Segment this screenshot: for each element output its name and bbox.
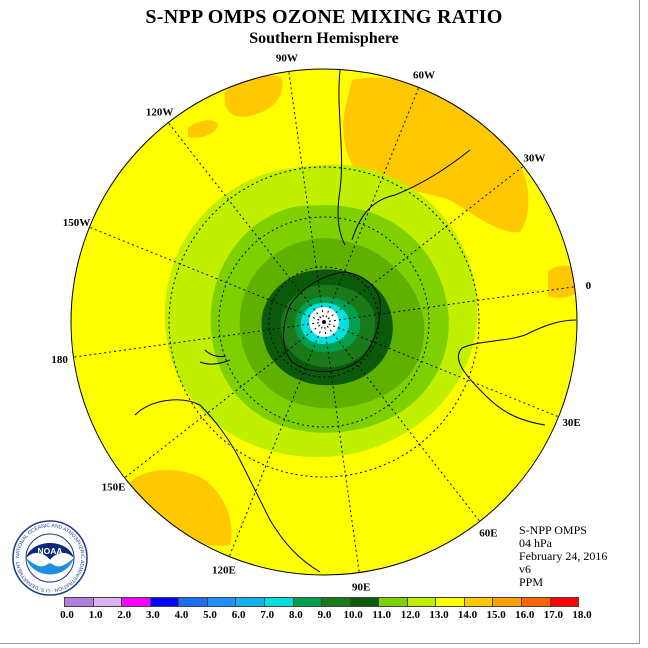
colorbar-label: 6.0 (231, 609, 246, 621)
colorbar-label: 0.0 (60, 609, 74, 621)
colorbar-label: 2.0 (117, 609, 132, 621)
meridian-line (73, 321, 325, 358)
colorbar-label: 16.0 (515, 609, 535, 621)
noaa-logo-text: NOAA (37, 546, 62, 556)
colorbar-label: 18.0 (572, 609, 592, 621)
product-info: S-NPP OMPS 04 hPa February 24, 2016 v6 P… (519, 524, 607, 589)
info-units: PPM (519, 575, 544, 589)
meridian-line (89, 226, 325, 323)
longitude-label: 30E (562, 417, 580, 429)
longitude-label: 120W (146, 107, 174, 119)
colorbar-swatch (321, 597, 350, 607)
longitude-label: 180 (51, 354, 68, 366)
ozone-band-14-15-pacific-small (188, 120, 218, 138)
meridian-line (323, 165, 524, 323)
colorbar-swatch (292, 597, 322, 607)
colorbar-swatch (349, 597, 379, 607)
map-title: S-NPP OMPS OZONE MIXING RATIO (145, 6, 503, 28)
longitude-label: 150E (102, 481, 126, 493)
meridian-line (228, 321, 325, 557)
colorbar-label: 8.0 (289, 609, 303, 621)
colorbar-labels: 0.0 1.0 2.0 3.0 4.0 5.0 6.0 7.0 8.0 9.0 10.0 11.0 12… (0, 609, 648, 623)
ozone-band-14-15-pacific (224, 75, 283, 117)
colorbar-swatch (435, 597, 464, 607)
coast-australia (134, 399, 321, 573)
coast-antarctica (283, 271, 381, 372)
map-subtitle: Southern Hemisphere (249, 30, 399, 47)
ozone-band-14-15-atlantic (548, 265, 577, 298)
info-version: v6 (519, 562, 531, 576)
meridian-line (323, 321, 559, 418)
colorbar-label: 13.0 (429, 609, 449, 621)
longitude-label: 90E (352, 581, 370, 593)
info-date: February 24, 2016 (519, 549, 608, 563)
colorbar-label: 1.0 (88, 609, 103, 621)
colorbar-swatch (263, 597, 293, 607)
colorbar-swatch (406, 597, 436, 607)
longitude-label: 30W (523, 153, 545, 165)
meridian-line (288, 71, 325, 323)
colorbar-swatch (521, 597, 550, 607)
noaa-logo: NATIONAL OCEANIC AND ATMOSPHERIC ADMINIS… (12, 520, 88, 596)
colorbar-label: 17.0 (543, 609, 563, 621)
longitude-label: 120E (212, 565, 236, 577)
colorbar-label: 5.0 (203, 609, 217, 621)
ozone-band-14-15-south-america (343, 77, 529, 233)
longitude-label: 150W (63, 217, 91, 229)
map-boundary (70, 68, 578, 576)
meridian-line (323, 321, 481, 522)
meridian-line (124, 321, 325, 479)
longitude-label: 60E (479, 527, 497, 539)
meridian-line (323, 87, 420, 323)
coast-south-america (337, 69, 471, 246)
colorbar-label: 12.0 (400, 609, 420, 621)
colorbar-swatch (121, 597, 150, 607)
colorbar-label: 7.0 (260, 609, 275, 621)
colorbar-swatch (549, 597, 580, 607)
colorbar-label: 3.0 (145, 609, 160, 621)
colorbar-swatch (92, 597, 122, 607)
colorbar-label: 4.0 (174, 609, 189, 621)
colorbar-swatch (149, 597, 179, 607)
info-level: 04 hPa (519, 536, 552, 550)
longitude-label: 60W (413, 69, 435, 81)
longitude-label: 90W (276, 53, 298, 65)
meridian-line (323, 286, 575, 323)
south-pole-marker (322, 320, 326, 324)
colorbar-swatch (235, 597, 264, 607)
coast-new-zealand (199, 349, 231, 365)
colorbar-label: 11.0 (372, 609, 392, 621)
colorbar-swatch (492, 597, 521, 607)
colorbar-label: 14.0 (457, 609, 478, 621)
colorbar-label: 15.0 (486, 609, 506, 621)
colorbar-label: 9.0 (317, 609, 332, 621)
longitude-label: 0 (586, 280, 592, 292)
colorbar-swatch (463, 597, 493, 607)
meridian-line (323, 321, 360, 573)
colorbar-label: 10.0 (343, 609, 363, 621)
colorbar-swatch (178, 597, 207, 607)
meridian-line (167, 122, 325, 323)
colorbar-swatch (378, 597, 407, 607)
info-instrument: S-NPP OMPS (519, 523, 587, 537)
colorbar-swatch (206, 597, 236, 607)
colorbar (64, 597, 580, 607)
coast-africa (457, 319, 577, 426)
colorbar-swatch (64, 597, 93, 607)
